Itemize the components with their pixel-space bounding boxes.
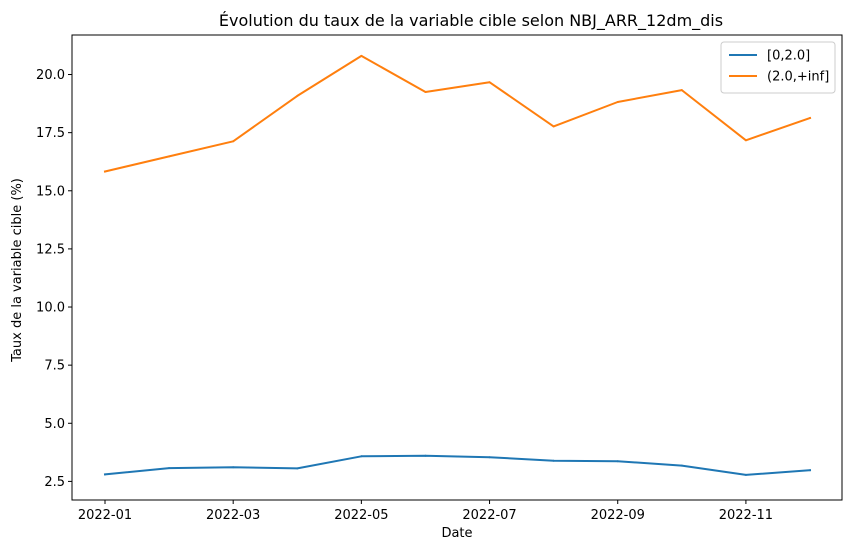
x-axis-label: Date	[441, 526, 472, 541]
plot-frame	[71, 34, 843, 501]
data-point-series-2-2022-02	[168, 155, 171, 158]
data-point-series-1-2022-04	[296, 467, 299, 470]
x-axis: 2022-01 2022-03 2022-05 2022-07 2022-09 2022-…	[78, 500, 773, 523]
data-point-series-2-2022-04	[296, 94, 299, 97]
plot-area	[71, 34, 843, 501]
y-tick-label-15.0: 15.0	[36, 184, 65, 199]
legend: [0,2.0] (2.0,+inf]	[720, 41, 836, 94]
y-axis: 2.5 5.0 7.5 10.0 12.5 15.0 17.5 20.0	[36, 68, 72, 490]
data-point-series-1-2022-10	[680, 464, 683, 467]
y-tick-label-5.0: 5.0	[44, 417, 65, 432]
data-point-series-1-2022-01	[104, 473, 106, 476]
series-line-2	[103, 54, 812, 173]
y-tick-label-17.5: 17.5	[36, 126, 65, 141]
legend-label-1: [0,2.0]	[767, 49, 810, 64]
data-point-series-2-2022-06	[424, 91, 427, 93]
x-tick-label-2022-11: 2022-11	[719, 508, 773, 523]
data-point-series-1-2022-03	[232, 466, 235, 469]
data-point-series-1-2022-05	[360, 455, 363, 458]
data-point-series-1-2022-08	[552, 459, 555, 462]
chart-title: Évolution du taux de la variable cible s…	[219, 11, 723, 31]
data-point-series-1-2022-12	[809, 469, 811, 472]
data-point-series-2-2022-11	[744, 139, 747, 142]
x-tick-label-2022-03: 2022-03	[206, 508, 260, 523]
y-tick-label-10.0: 10.0	[36, 301, 65, 316]
y-tick-label-7.5: 7.5	[44, 359, 65, 374]
data-point-series-2-2022-08	[552, 125, 555, 128]
data-point-series-2-2022-12	[809, 117, 811, 119]
data-point-series-2-2022-07	[488, 81, 491, 84]
data-point-series-1-2022-07	[488, 456, 491, 459]
data-point-series-2-2022-05	[360, 54, 363, 57]
y-tick-label-2.5: 2.5	[44, 475, 65, 490]
data-point-series-2-2022-10	[680, 89, 683, 92]
x-tick-label-2022-01: 2022-01	[78, 508, 132, 523]
y-tick-label-12.5: 12.5	[36, 242, 65, 257]
x-tick-label-2022-07: 2022-07	[462, 508, 516, 523]
x-tick-label-2022-05: 2022-05	[334, 508, 388, 523]
data-point-series-1-2022-11	[744, 473, 747, 476]
y-tick-label-20.0: 20.0	[36, 68, 65, 83]
legend-label-2: (2.0,+inf]	[767, 70, 829, 85]
x-tick-label-2022-09: 2022-09	[591, 508, 645, 523]
data-point-series-2-2022-01	[104, 170, 106, 173]
data-point-series-2-2022-03	[232, 140, 235, 143]
data-point-series-1-2022-09	[616, 460, 619, 463]
y-axis-label: Taux de la variable cible (%)	[10, 178, 25, 363]
series-line-1	[103, 454, 812, 476]
data-point-series-1-2022-02	[168, 467, 171, 470]
data-point-series-1-2022-06	[424, 454, 427, 457]
data-point-series-2-2022-09	[616, 101, 619, 103]
